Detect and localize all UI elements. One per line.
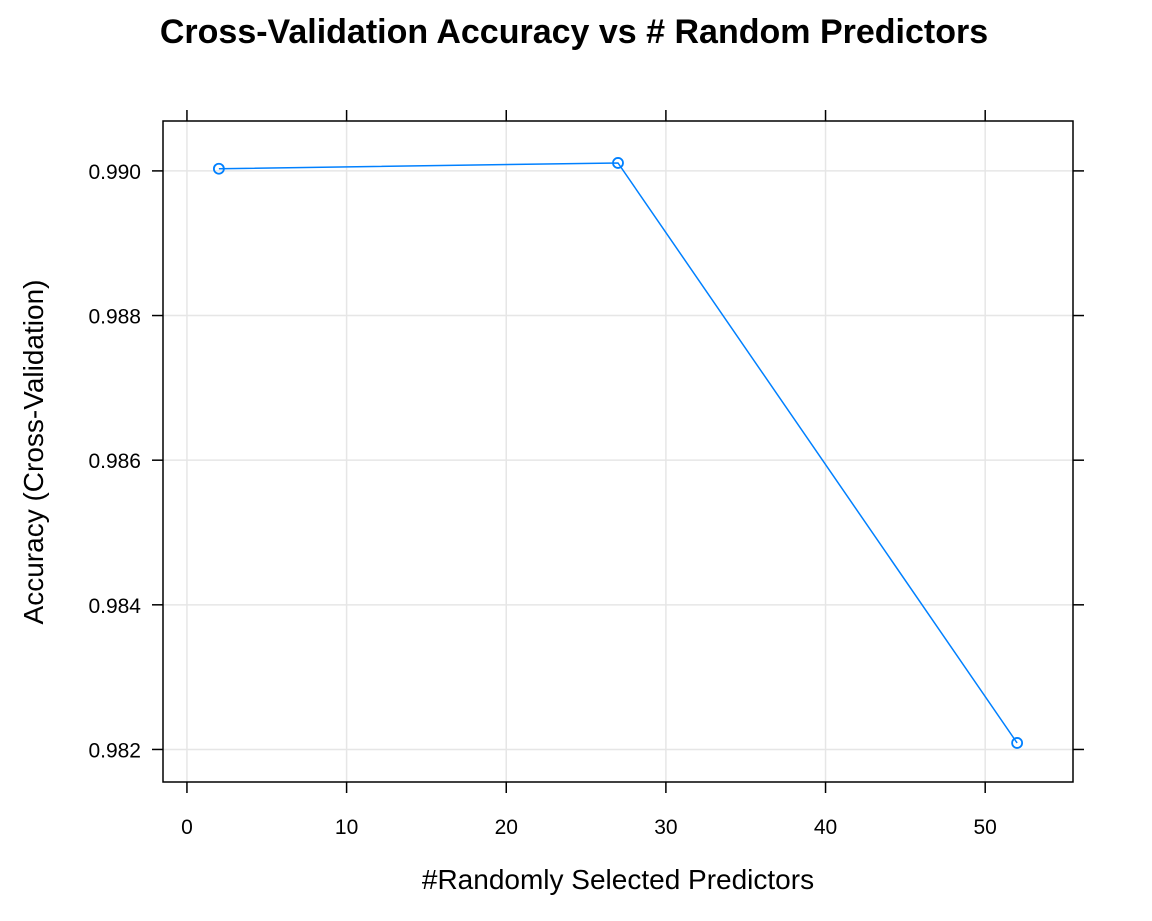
x-tick-label: 30 — [654, 816, 677, 839]
data-series — [212, 157, 1024, 749]
chart-title: Cross-Validation Accuracy vs # Random Pr… — [160, 13, 988, 51]
x-tick-label: 10 — [335, 816, 358, 839]
x-tick-label: 20 — [495, 816, 518, 839]
data-point — [212, 162, 225, 175]
y-tick-label: 0.984 — [88, 595, 141, 618]
x-axis-label: #Randomly Selected Predictors — [422, 864, 814, 895]
gridlines — [163, 121, 1073, 782]
data-point — [1011, 737, 1024, 749]
x-tick-label: 50 — [974, 816, 997, 839]
axis-ticks — [152, 110, 1084, 793]
axis-tick-labels: 0 10 20 30 40 50 0.982 0.984 0.986 0.988 0.990 — [88, 161, 996, 839]
data-point — [612, 157, 624, 169]
y-tick-label: 0.988 — [88, 306, 141, 329]
y-tick-label: 0.986 — [88, 450, 141, 473]
y-tick-label: 0.990 — [88, 161, 141, 184]
y-axis-label: Accuracy (Cross-Validation) — [18, 280, 49, 625]
series-line — [218, 162, 1018, 744]
x-tick-label: 0 — [181, 816, 193, 839]
plot-frame — [162, 120, 1074, 783]
x-tick-label: 40 — [814, 816, 837, 839]
y-tick-label: 0.982 — [88, 739, 141, 762]
